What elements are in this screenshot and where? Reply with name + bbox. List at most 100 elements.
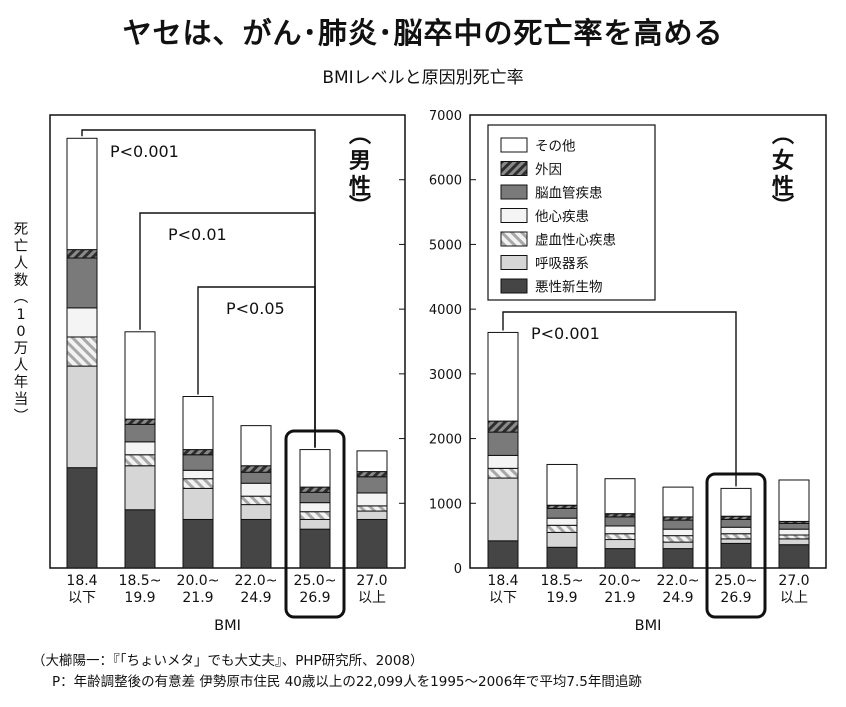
significance-bracket <box>139 212 316 448</box>
bar-segment <box>662 486 694 518</box>
legend-label: その他 <box>535 139 576 155</box>
bar-segment <box>356 471 388 478</box>
x-tick-label: 22.0~ 24.9 <box>657 573 700 606</box>
bar-segment <box>546 507 578 519</box>
y-tick-label: 4000 <box>429 303 462 318</box>
bar-segment <box>720 533 752 540</box>
y-tick-label: 1000 <box>429 497 462 512</box>
significance-label: P<0.001 <box>531 324 600 343</box>
x-tick-label: 18.5~ 19.9 <box>119 573 162 606</box>
y-tick-label: 0 <box>454 562 462 577</box>
legend-label: 呼吸器系 <box>535 256 589 272</box>
y-tick-label: 5000 <box>429 238 462 253</box>
bar-segment <box>240 482 272 497</box>
bar-segment <box>124 454 156 467</box>
x-tick-label: 18.4 以下 <box>66 573 97 606</box>
significance-label: P<0.01 <box>168 225 227 244</box>
bar-segment <box>240 495 272 506</box>
legend-swatch <box>500 231 528 247</box>
bar-segment <box>720 538 752 544</box>
female-panel: 0 1000 2000 3000 4000 5000 6000 7000 P<0.001 ︵女性︶… <box>429 109 827 634</box>
bar-segment <box>546 463 578 506</box>
legend-label: 他心疾患 <box>535 209 589 225</box>
legend-label: 外因 <box>535 162 562 178</box>
bar-segment <box>662 535 694 543</box>
x-tick-label: 25.0~ 26.9 <box>715 573 758 606</box>
bar-segment <box>604 525 636 535</box>
bar-segment <box>182 396 214 451</box>
bar-segment <box>662 541 694 550</box>
x-axis-label: BMI <box>214 618 241 634</box>
bar-segment <box>487 454 519 469</box>
bar-segment <box>356 450 388 473</box>
x-tick-label: 18.5~ 19.9 <box>541 573 584 606</box>
bar-segment <box>299 511 331 520</box>
significance-label: P<0.001 <box>110 142 179 161</box>
y-tick-label: 3000 <box>429 368 462 383</box>
bar-segment <box>240 471 272 484</box>
bar-segment <box>487 420 519 433</box>
bar-segment <box>299 502 331 513</box>
bar-segment <box>546 546 578 569</box>
bar-segment <box>720 487 752 517</box>
bar-segment <box>778 534 810 540</box>
bar-segment <box>356 518 388 569</box>
male-panel: P<0.001 P<0.01 P<0.05 ︵男性︶ BMI 死亡人数︵ 1 0 万人年当︶ <box>14 114 406 634</box>
bar-segment <box>778 522 810 530</box>
bar-segment <box>66 336 98 367</box>
bar-segment <box>356 510 388 520</box>
x-tick-label: 20.0~ 21.9 <box>599 573 642 606</box>
legend-swatch <box>500 208 528 223</box>
bar-segment <box>66 365 98 469</box>
plot-frame <box>469 114 827 569</box>
x-tick-label: 25.0~ 26.9 <box>294 573 337 606</box>
bar-segment <box>778 538 810 546</box>
bar-segment <box>356 476 388 494</box>
bar-segment <box>487 540 519 569</box>
bar-segment <box>124 423 156 443</box>
bar-segment <box>182 454 214 471</box>
bar-segment <box>720 518 752 528</box>
bar-segment <box>299 518 331 530</box>
panel-gender-label: ︵男性︶ <box>349 123 371 220</box>
chart-subtitle: BMIレベルと原因別死亡率 <box>322 68 524 88</box>
bar-segment <box>662 548 694 569</box>
bar-segment <box>182 469 214 480</box>
bar-segment <box>299 486 331 493</box>
bar-segment <box>124 465 156 511</box>
bar-segment <box>182 449 214 456</box>
significance-label: P<0.05 <box>226 299 285 318</box>
source-citation: （大櫛陽一：『「ちょいメタ」でも大丈夫』、PHP研究所、2008） <box>32 653 424 669</box>
x-axis-label: BMI <box>635 618 662 634</box>
significance-bracket <box>197 286 316 448</box>
bar-segment <box>66 307 98 338</box>
bar-segment <box>124 418 156 425</box>
legend-label: 虚血性心疾患 <box>535 233 616 249</box>
x-tick-label: 22.0~ 24.9 <box>235 573 278 606</box>
bar-segment <box>662 519 694 530</box>
bar-segment <box>778 479 810 522</box>
significance-bracket <box>502 311 737 487</box>
bar-segment <box>240 425 272 467</box>
bar-segment <box>720 542 752 569</box>
legend-swatch <box>500 184 528 200</box>
legend-swatch <box>500 278 528 294</box>
bar-segment <box>604 548 636 569</box>
legend-swatch <box>500 255 528 270</box>
bar-segment <box>182 487 214 520</box>
bar-segment <box>778 528 810 536</box>
bar-segment <box>299 528 331 569</box>
bar-segment <box>66 257 98 309</box>
bar-segment <box>299 491 331 504</box>
bar-segment <box>356 505 388 512</box>
x-tick-label: 20.0~ 21.9 <box>177 573 220 606</box>
bar-segment <box>546 531 578 548</box>
bar-segment <box>240 504 272 520</box>
bar-segment <box>487 467 519 479</box>
bar-segment <box>66 137 98 251</box>
chart-title: ヤセは、がん･肺炎･脳卒中の死亡率を高める <box>122 16 724 50</box>
bar-segment <box>240 465 272 473</box>
y-tick-label: 6000 <box>429 174 462 189</box>
bar-segment <box>487 331 519 422</box>
